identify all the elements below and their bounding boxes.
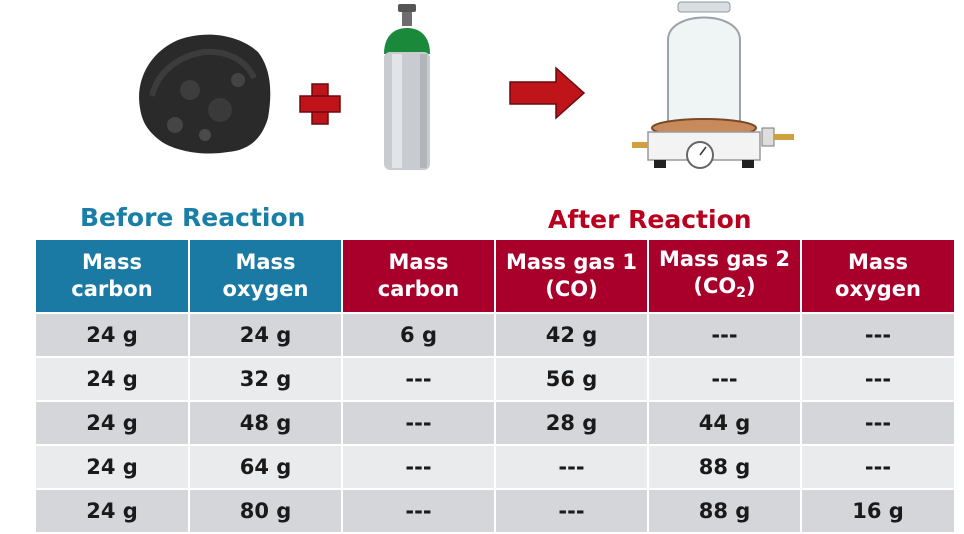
cell: 24 g <box>36 312 190 357</box>
cell: --- <box>495 444 649 489</box>
cell: --- <box>801 356 954 401</box>
header-line: Mass <box>847 250 909 274</box>
cell: 24 g <box>36 356 190 401</box>
cell: 64 g <box>189 444 343 489</box>
mass-table: Mass carbon Mass oxygen Mass carbon Mass… <box>36 240 954 532</box>
before-reaction-title: Before Reaction <box>80 203 306 232</box>
header-line: ) <box>746 273 756 298</box>
reaction-illustration <box>139 1 794 170</box>
header-line: Mass gas 2 <box>658 246 790 271</box>
header-line: (CO <box>693 273 737 298</box>
cell: 24 g <box>189 312 343 357</box>
cell: --- <box>801 312 954 357</box>
oxygen-cylinder-icon <box>384 4 430 170</box>
cell: 88 g <box>648 488 802 532</box>
cell: 6 g <box>342 312 496 357</box>
table-row: 24 g 48 g --- 28 g 44 g --- <box>36 400 954 445</box>
arrow-right-icon <box>509 66 586 120</box>
cell: --- <box>342 488 496 532</box>
cell: 28 g <box>495 400 649 445</box>
cell: 48 g <box>189 400 343 445</box>
table-row: 24 g 24 g 6 g 42 g --- --- <box>36 312 954 357</box>
cell: 56 g <box>495 356 649 401</box>
plus-icon <box>299 83 341 125</box>
cell: 32 g <box>189 356 343 401</box>
header-after-mass-gas-2: Mass gas 2 (CO2) <box>648 240 802 313</box>
table-header-row: Mass carbon Mass oxygen Mass carbon Mass… <box>36 240 954 313</box>
table-row: 24 g 80 g --- --- 88 g 16 g <box>36 488 954 532</box>
cell: 24 g <box>36 444 190 489</box>
cell: --- <box>342 444 496 489</box>
carbon-powder-icon <box>139 34 271 154</box>
table-row: 24 g 32 g --- 56 g --- --- <box>36 356 954 401</box>
header-after-mass-oxygen: Mass oxygen <box>801 240 954 313</box>
table-row: 24 g 64 g --- --- 88 g --- <box>36 444 954 489</box>
header-line: Mass gas 1 <box>505 250 637 274</box>
cell: 24 g <box>36 488 190 532</box>
cell: 16 g <box>801 488 954 532</box>
header-before-mass-carbon: Mass carbon <box>36 240 190 313</box>
cell: 24 g <box>36 400 190 445</box>
cell: --- <box>801 444 954 489</box>
header-after-mass-carbon: Mass carbon <box>342 240 496 313</box>
cell: --- <box>648 356 802 401</box>
header-line: Mass <box>81 250 143 274</box>
cell: --- <box>801 400 954 445</box>
header-line: oxygen <box>222 277 309 301</box>
cell: --- <box>648 312 802 357</box>
cell: --- <box>342 356 496 401</box>
header-before-mass-oxygen: Mass oxygen <box>189 240 343 313</box>
header-line: (CO) <box>545 277 598 301</box>
header-line: Mass <box>388 250 449 274</box>
bell-jar-vacuum-icon <box>632 1 794 169</box>
cell: 42 g <box>495 312 649 357</box>
header-after-mass-gas-1: Mass gas 1 (CO) <box>495 240 649 313</box>
cell: --- <box>342 400 496 445</box>
after-reaction-title: After Reaction <box>548 205 752 234</box>
header-line: carbon <box>377 277 460 301</box>
header-line: carbon <box>71 277 153 301</box>
cell: 88 g <box>648 444 802 489</box>
cell: --- <box>495 488 649 532</box>
header-line: Mass <box>235 250 296 274</box>
cell: 44 g <box>648 400 802 445</box>
subscript: 2 <box>736 284 746 301</box>
header-line: oxygen <box>835 277 921 301</box>
cell: 80 g <box>189 488 343 532</box>
